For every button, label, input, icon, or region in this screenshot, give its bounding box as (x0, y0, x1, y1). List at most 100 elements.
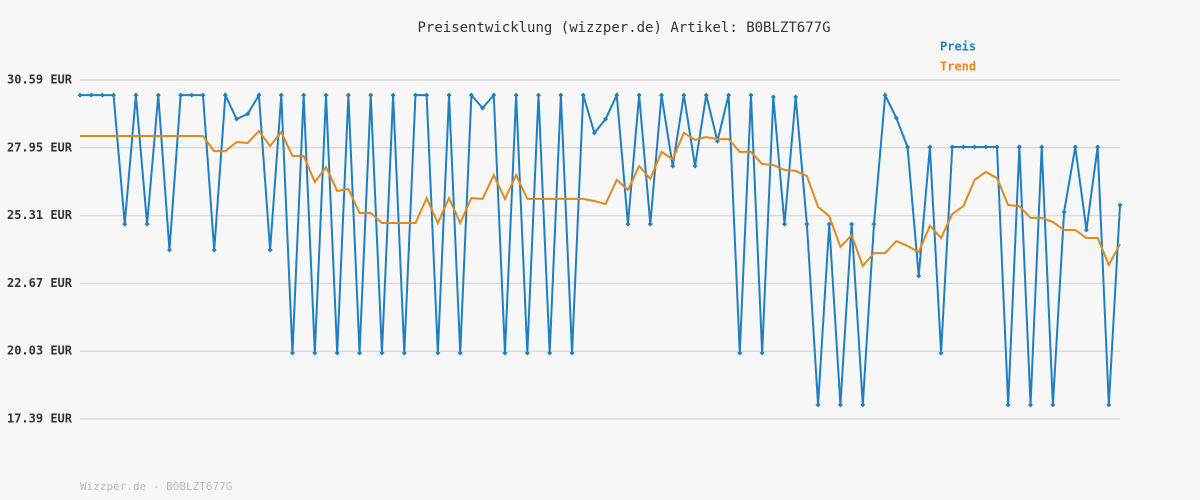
data-point (111, 92, 117, 98)
data-point (603, 116, 609, 122)
data-point (480, 105, 486, 111)
data-point (133, 92, 139, 98)
data-point (390, 92, 396, 98)
data-point (703, 92, 709, 98)
data-point (1072, 144, 1078, 150)
data-point (245, 111, 251, 117)
data-point (949, 144, 955, 150)
data-point (782, 221, 788, 227)
data-point (759, 350, 765, 356)
data-point (424, 92, 430, 98)
data-point (793, 94, 799, 100)
data-point (234, 116, 240, 122)
data-point (289, 350, 295, 356)
data-point (334, 350, 340, 356)
data-point (368, 92, 374, 98)
data-point (166, 247, 172, 253)
data-point (569, 350, 575, 356)
data-point (927, 144, 933, 150)
data-point (1106, 402, 1112, 408)
legend-label: Preis (940, 40, 976, 54)
y-tick-label: 20.03 EUR (7, 344, 73, 358)
y-tick-label: 22.67 EUR (7, 276, 73, 290)
data-point (659, 92, 665, 98)
data-point (994, 144, 1000, 150)
data-point (1050, 402, 1056, 408)
data-point (804, 221, 810, 227)
data-point (916, 273, 922, 279)
source-note: Wizzper.de - B0BLZT677G (80, 480, 232, 493)
data-point (547, 350, 553, 356)
data-point (938, 350, 944, 356)
data-point (849, 221, 855, 227)
y-tick-label: 25.31 EUR (7, 208, 73, 222)
data-point (614, 92, 620, 98)
data-point (647, 221, 653, 227)
data-point (983, 144, 989, 150)
data-point (222, 92, 228, 98)
data-point (524, 350, 530, 356)
y-tick-label: 30.59 EUR (7, 73, 73, 87)
data-point (468, 92, 474, 98)
data-point (211, 247, 217, 253)
data-point (379, 350, 385, 356)
data-point (815, 402, 821, 408)
data-point (323, 92, 329, 98)
data-point (77, 92, 83, 98)
data-point (882, 92, 888, 98)
data-point (178, 92, 184, 98)
data-point (1005, 402, 1011, 408)
data-point (491, 92, 497, 98)
data-point (1028, 402, 1034, 408)
data-point (625, 221, 631, 227)
data-point (312, 350, 318, 356)
data-point (893, 115, 899, 121)
data-point (960, 144, 966, 150)
data-point (189, 92, 195, 98)
data-point (826, 221, 832, 227)
data-point (580, 92, 586, 98)
data-point (301, 92, 307, 98)
data-point (122, 221, 128, 227)
data-point (99, 92, 105, 98)
data-point (401, 350, 407, 356)
data-point (1095, 144, 1101, 150)
data-point (1083, 227, 1089, 233)
y-tick-label: 17.39 EUR (7, 412, 73, 426)
legend-label: Trend (940, 60, 976, 74)
data-point (513, 92, 519, 98)
chart-title: Preisentwicklung (wizzper.de) Artikel: B… (417, 20, 830, 36)
data-point (737, 350, 743, 356)
data-point (88, 92, 94, 98)
data-point (972, 144, 978, 150)
data-point (144, 221, 150, 227)
data-point (256, 92, 262, 98)
data-point (457, 350, 463, 356)
data-point (726, 92, 732, 98)
data-point (278, 92, 284, 98)
data-point (558, 92, 564, 98)
data-point (860, 402, 866, 408)
data-point (692, 163, 698, 169)
data-point (1061, 209, 1067, 215)
data-point (681, 92, 687, 98)
data-point (446, 92, 452, 98)
y-tick-label: 27.95 EUR (7, 140, 73, 154)
data-point (670, 163, 676, 169)
data-point (502, 350, 508, 356)
data-point (357, 350, 363, 356)
data-point (905, 144, 911, 150)
data-point (435, 350, 441, 356)
data-point (770, 94, 776, 100)
data-point (1016, 144, 1022, 150)
data-point (1039, 144, 1045, 150)
data-point (200, 92, 206, 98)
data-point (871, 221, 877, 227)
data-point (1117, 202, 1123, 208)
data-point (267, 247, 273, 253)
data-point (591, 130, 597, 136)
data-point (636, 92, 642, 98)
series-line (80, 129, 1121, 268)
